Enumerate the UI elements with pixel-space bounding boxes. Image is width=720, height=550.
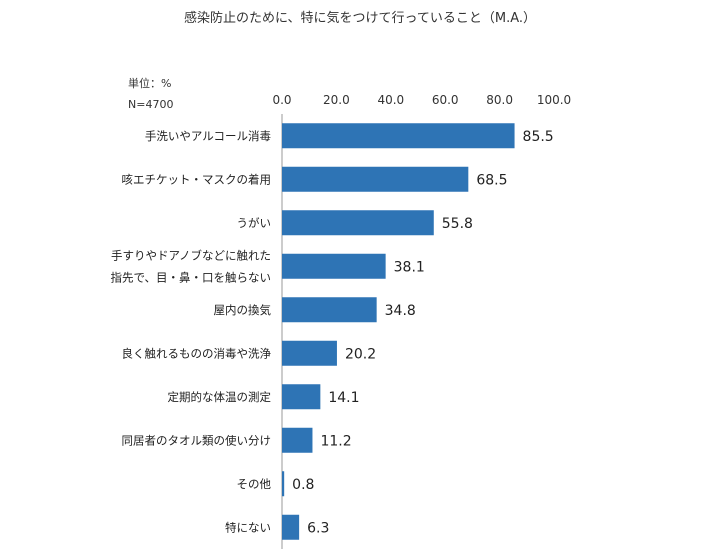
category-label: 咳エチケット・マスクの着用 [122, 172, 272, 186]
value-label: 20.2 [345, 346, 376, 362]
x-axis-ticks: 0.0 20.0 40.0 60.0 80.0 100.0 [272, 93, 571, 107]
bars: 手洗いやアルコール消毒 85.5 咳エチケット・マスクの着用 68.5 うがい 55.8 手… [110, 123, 554, 540]
chart-title: 感染防止のために、特に気をつけて行っていること（M.A.） [184, 10, 536, 26]
category-label: 指先で、目・鼻・口を触らない [110, 270, 271, 284]
bar [282, 340, 337, 366]
bar [282, 297, 377, 323]
value-label: 68.5 [476, 172, 507, 188]
value-label: 6.3 [307, 520, 329, 536]
category-label: 手すりやドアノブなどに触れた [111, 248, 271, 262]
x-tick-label: 100.0 [537, 93, 571, 107]
x-tick-label: 60.0 [432, 93, 459, 107]
x-tick-label: 0.0 [272, 93, 291, 107]
bar [282, 210, 434, 236]
x-tick-label: 40.0 [377, 93, 404, 107]
value-label: 38.1 [394, 259, 425, 275]
bar [282, 123, 515, 149]
value-label: 34.8 [385, 303, 416, 319]
value-label: 85.5 [523, 129, 554, 145]
value-label: 11.2 [320, 433, 351, 449]
category-label: 手洗いやアルコール消毒 [145, 129, 272, 143]
category-label: 特にない [225, 520, 271, 534]
unit-note: 単位：% [128, 76, 171, 90]
value-label: 14.1 [328, 390, 359, 406]
category-label: うがい [237, 216, 272, 230]
category-label: 定期的な体温の測定 [168, 390, 272, 404]
value-label: 55.8 [442, 216, 473, 232]
value-label: 0.8 [292, 477, 314, 493]
bar [282, 384, 321, 410]
category-label: その他 [237, 477, 272, 491]
bar [282, 471, 285, 497]
category-label: 同居者のタオル類の使い分け [122, 433, 272, 447]
category-label: 良く触れるものの消毒や洗浄 [122, 346, 272, 360]
sample-note: N=4700 [128, 98, 173, 111]
bar [282, 427, 313, 453]
bar [282, 514, 300, 540]
x-tick-label: 20.0 [323, 93, 350, 107]
category-label: 屋内の換気 [214, 303, 272, 317]
x-tick-label: 80.0 [486, 93, 513, 107]
bar [282, 166, 469, 192]
bar [282, 253, 386, 279]
